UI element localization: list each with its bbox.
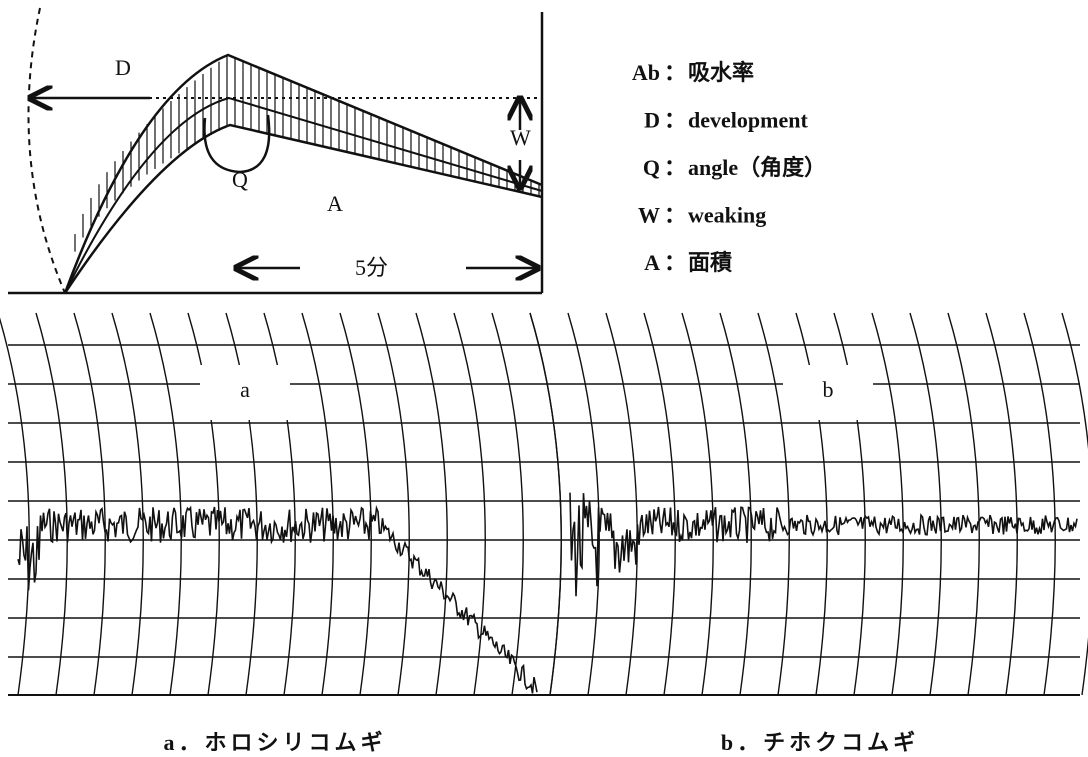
grid-arc: [720, 313, 751, 695]
grid-arc: [530, 313, 561, 695]
panel-label: b: [823, 377, 834, 402]
grid-arc: [644, 313, 675, 695]
grid-arc: [0, 313, 29, 695]
middle-curve: [65, 98, 542, 293]
panel-label: a: [240, 377, 250, 402]
legend-desc: development: [688, 108, 808, 133]
grid-arc: [910, 313, 941, 695]
label-q: Q: [232, 167, 248, 192]
grid-arc: [112, 313, 143, 695]
legend-key: W: [638, 203, 660, 228]
grid-arc: [1024, 313, 1055, 695]
legend-colon: ：: [664, 108, 686, 133]
legend: Ab：吸水率D：developmentQ：angle（角度）W：weakingA…: [632, 60, 826, 275]
grid-arc: [492, 313, 523, 695]
trace: [570, 493, 1077, 597]
panel-caption: b．チホクコムギ: [721, 730, 919, 755]
label-d: D: [115, 55, 131, 80]
grid-arc: [302, 313, 333, 695]
grid-arc: [1062, 313, 1088, 695]
dashed-curve: [28, 8, 65, 293]
farinogram-diagram: [8, 8, 542, 293]
grid-arc: [872, 313, 903, 695]
label-w: W: [510, 125, 531, 150]
panels: a a．ホロシリコムギ b b．チホクコムギ: [0, 313, 1088, 755]
grid-arc: [74, 313, 105, 695]
label-time: 5分: [355, 255, 388, 280]
grid-arc: [416, 313, 447, 695]
legend-desc: 面積: [688, 250, 733, 275]
grid-arc: [606, 313, 637, 695]
label-a: A: [327, 191, 343, 216]
legend-desc: angle（角度）: [688, 155, 826, 180]
grid-arc: [948, 313, 979, 695]
panel-caption: a．ホロシリコムギ: [163, 730, 386, 755]
legend-desc: weaking: [688, 203, 766, 228]
recorder-chart: [0, 313, 561, 695]
legend-colon: ：: [664, 155, 686, 180]
legend-key: A: [644, 250, 660, 275]
legend-key: D: [644, 108, 660, 133]
legend-colon: ：: [664, 60, 686, 85]
grid-arc: [986, 313, 1017, 695]
legend-desc: 吸水率: [688, 60, 754, 85]
grid-arc: [340, 313, 371, 695]
figure: D W Q A 5分 Ab：吸水率D：developmentQ：angle（角度…: [0, 0, 1088, 757]
grid-arc: [682, 313, 713, 695]
trace: [18, 507, 537, 693]
grid-arc: [378, 313, 409, 695]
grid-arc: [36, 313, 67, 695]
recorder-chart: [530, 313, 1088, 695]
grid-arc: [454, 313, 485, 695]
legend-key: Ab: [632, 60, 660, 85]
legend-colon: ：: [664, 250, 686, 275]
legend-colon: ：: [664, 203, 686, 228]
grid-arc: [150, 313, 181, 695]
legend-key: Q: [643, 155, 660, 180]
